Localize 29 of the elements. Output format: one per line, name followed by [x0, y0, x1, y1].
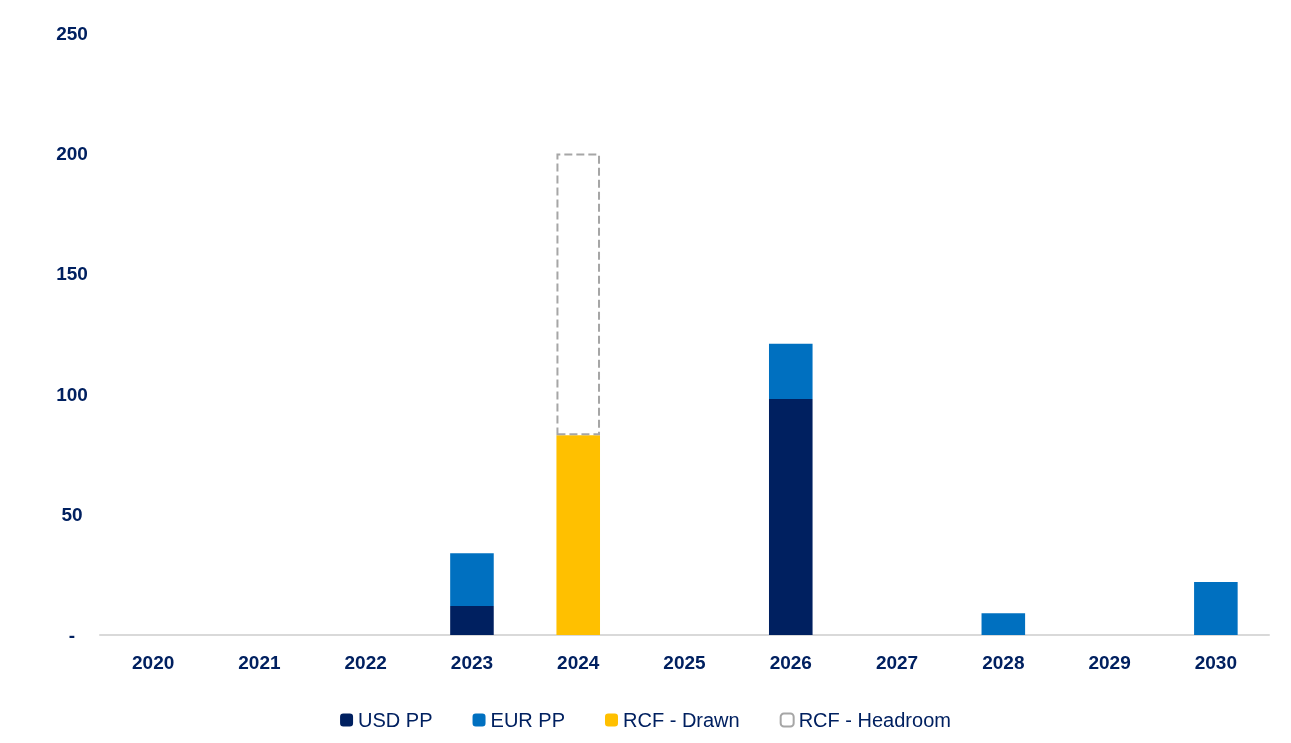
- y-tick-label: 250: [56, 22, 88, 44]
- x-tick-label: 2027: [875, 652, 919, 673]
- y-tick-label: 50: [61, 504, 83, 526]
- bar: [556, 435, 601, 635]
- y-tick-label: 100: [56, 383, 88, 405]
- x-tick-label: 2026: [769, 652, 812, 673]
- x-tick-label: 2023: [450, 652, 494, 673]
- legend-label: EUR PP: [490, 709, 566, 731]
- bar: [450, 606, 494, 635]
- x-tick-label: 2021: [238, 652, 281, 673]
- bar: [768, 343, 813, 400]
- y-tick-label: -: [68, 624, 76, 646]
- bar: [1194, 582, 1238, 635]
- y-tick-label: 150: [56, 263, 88, 285]
- x-tick-label: 2022: [344, 652, 387, 673]
- x-tick-label: 2029: [1088, 652, 1131, 673]
- x-tick-label: 2030: [1194, 652, 1237, 673]
- legend-label: RCF - Drawn: [623, 709, 740, 731]
- y-tick-label: 200: [56, 142, 88, 164]
- x-tick-label: 2025: [663, 652, 707, 673]
- x-tick-label: 2028: [982, 652, 1025, 673]
- bar: [450, 553, 494, 607]
- bar: [556, 153, 601, 436]
- x-tick-label: 2024: [557, 652, 600, 673]
- legend-label: RCF - Headroom: [798, 709, 951, 731]
- bar: [768, 399, 813, 635]
- bar: [981, 613, 1026, 635]
- legend-label: USD PP: [358, 709, 433, 731]
- x-tick-label: 2020: [132, 652, 175, 673]
